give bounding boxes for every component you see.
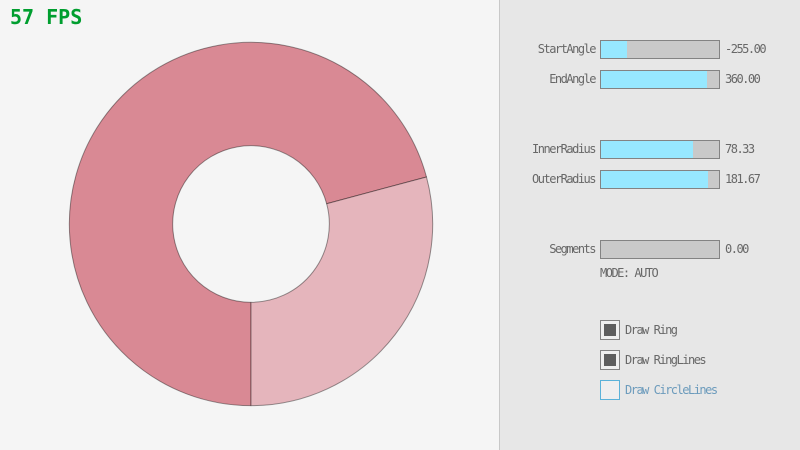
slider-outer-radius[interactable] (600, 170, 720, 189)
slider-value-outer-radius: 181.67 (725, 172, 761, 186)
fps-counter: 57 FPS (10, 5, 83, 29)
slider-end-angle[interactable] (600, 70, 720, 89)
ring-sector-single (250, 176, 434, 407)
slider-value-segments: 0.00 (725, 242, 749, 256)
checkbox-draw-ring-lines[interactable] (600, 350, 620, 370)
checkbox-draw-circle-lines[interactable] (600, 380, 620, 400)
slider-start-angle[interactable] (600, 40, 720, 59)
checkbox-label-draw-circle-lines: Draw CircleLines (625, 383, 718, 397)
checkbox-check-mark (604, 324, 616, 336)
segments-mode-label: MODE: AUTO (600, 266, 659, 280)
slider-value-start-angle: -255.00 (725, 42, 767, 56)
checkbox-check-mark (604, 354, 616, 366)
slider-label-inner-radius: InnerRadius (532, 142, 596, 156)
slider-inner-radius[interactable] (600, 140, 720, 159)
slider-label-segments: Segments (549, 242, 596, 256)
slider-value-inner-radius: 78.33 (725, 142, 755, 156)
ring-sector-overlap (68, 41, 428, 407)
slider-fill-outer-radius (601, 171, 709, 188)
checkbox-label-draw-ring-lines: Draw RingLines (625, 353, 707, 367)
slider-value-end-angle: 360.00 (725, 72, 761, 86)
slider-fill-inner-radius (601, 141, 694, 158)
checkbox-draw-ring[interactable] (600, 320, 620, 340)
ring-canvas (68, 41, 434, 407)
slider-label-outer-radius: OuterRadius (532, 172, 596, 186)
slider-label-end-angle: EndAngle (549, 72, 596, 86)
checkbox-label-draw-ring: Draw Ring (625, 323, 678, 337)
slider-label-start-angle: StartAngle (537, 42, 597, 56)
slider-fill-start-angle (601, 41, 627, 58)
slider-segments[interactable] (600, 240, 720, 259)
slider-fill-end-angle (601, 71, 708, 88)
